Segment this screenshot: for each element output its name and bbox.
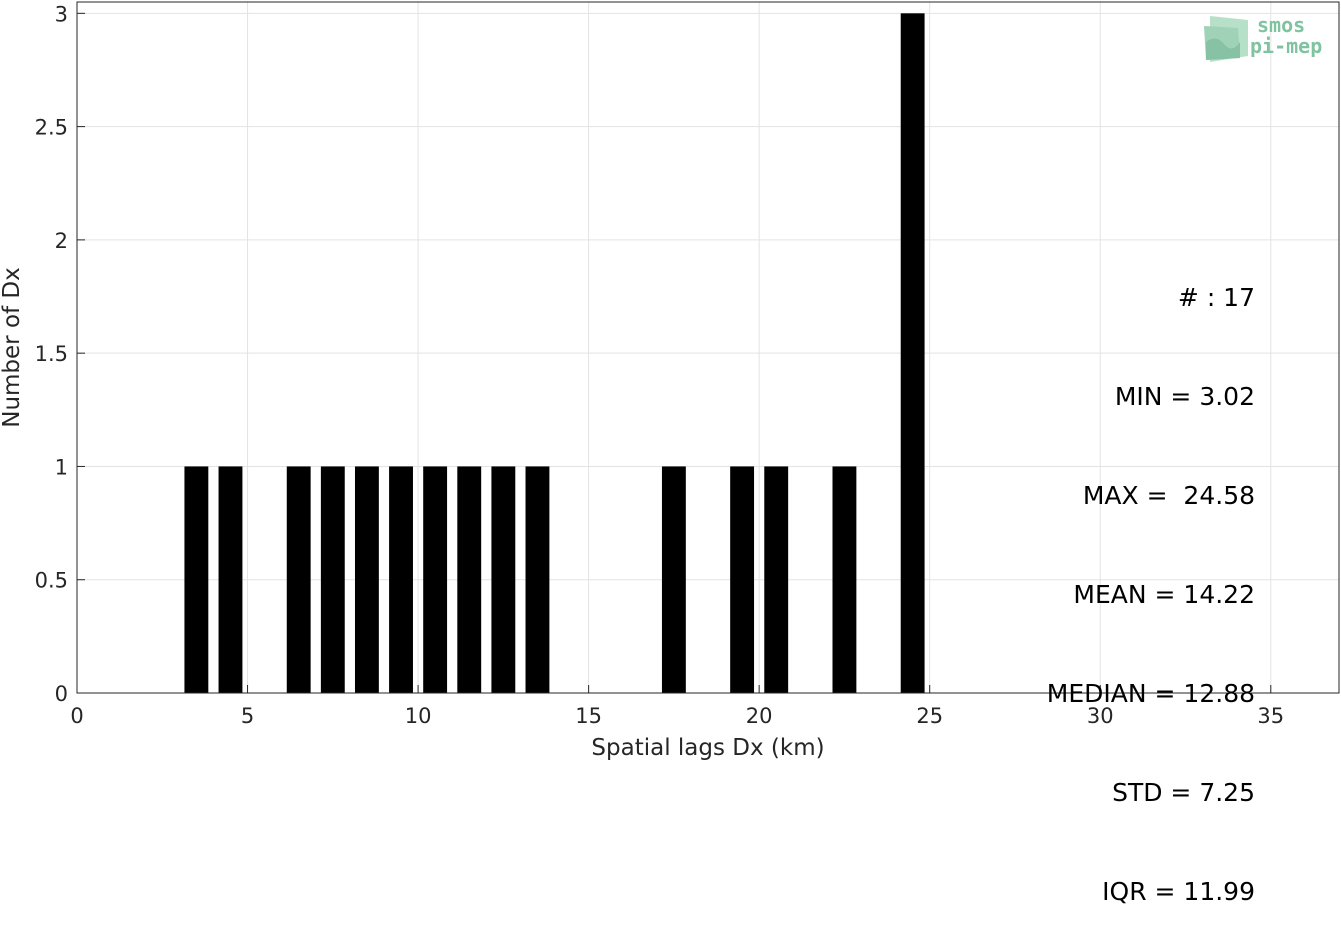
- bar: [832, 466, 857, 693]
- x-tick-label: 20: [746, 704, 773, 728]
- bar: [764, 466, 789, 693]
- y-tick-label: 3: [55, 2, 68, 26]
- bar: [730, 466, 755, 693]
- y-tick-label: 2: [55, 229, 68, 253]
- bar: [457, 466, 482, 693]
- bar: [320, 466, 345, 693]
- y-tick-label: 2.5: [35, 116, 68, 140]
- histogram-chart: 0 5 10 15 20 25 30 35 0 0.5 1 1.5 2 2.5 3 Spatial lag…: [0, 1, 1340, 761]
- bar: [184, 466, 209, 693]
- logo-text-line2: pi-mep: [1250, 34, 1322, 58]
- bar: [491, 466, 516, 693]
- stat-max: MAX = 24.58: [1082, 481, 1255, 510]
- x-tick-label: 5: [241, 704, 254, 728]
- x-axis-label: Spatial lags Dx (km): [591, 735, 824, 761]
- bar: [661, 466, 686, 693]
- x-tick-label: 25: [916, 704, 943, 728]
- bar: [389, 466, 413, 693]
- bar: [286, 466, 311, 693]
- y-ticks: 0 0.5 1 1.5 2 2.5 3: [35, 2, 85, 706]
- stats-annotation: # : 17 MIN = 3.02 MAX = 24.58 MEAN = 14.…: [1047, 215, 1255, 941]
- stat-iqr: IQR = 11.99: [1102, 877, 1255, 906]
- stat-count: # : 17: [1177, 283, 1255, 312]
- stat-min: MIN = 3.02: [1114, 382, 1255, 411]
- x-tick-label: 0: [70, 704, 83, 728]
- y-axis-label: Number of Dx: [0, 267, 25, 428]
- logo-mark-icon: [1204, 16, 1248, 62]
- bar: [423, 466, 448, 693]
- plot-frame: [76, 1, 1340, 694]
- x-tick-label: 35: [1257, 704, 1284, 728]
- y-tick-label: 0: [55, 682, 68, 706]
- stat-median: MEDIAN = 12.88: [1046, 679, 1255, 708]
- bar: [218, 466, 243, 693]
- bar: [354, 466, 379, 693]
- bar: [525, 466, 550, 693]
- x-tick-label: 15: [575, 704, 602, 728]
- bar: [900, 13, 925, 693]
- x-ticks: 0 5 10 15 20 25 30 35: [70, 685, 1284, 728]
- y-tick-label: 1.5: [35, 342, 68, 366]
- y-tick-label: 0.5: [35, 569, 68, 593]
- smos-pi-mep-logo: smos pi-mep: [1204, 13, 1322, 62]
- bars: [184, 13, 925, 693]
- x-tick-label: 10: [405, 704, 432, 728]
- stat-std: STD = 7.25: [1112, 778, 1255, 807]
- stat-mean: MEAN = 14.22: [1073, 580, 1255, 609]
- y-tick-label: 1: [55, 455, 68, 479]
- x-tick-label: 30: [1087, 704, 1114, 728]
- logo-text-line1: smos: [1257, 13, 1305, 37]
